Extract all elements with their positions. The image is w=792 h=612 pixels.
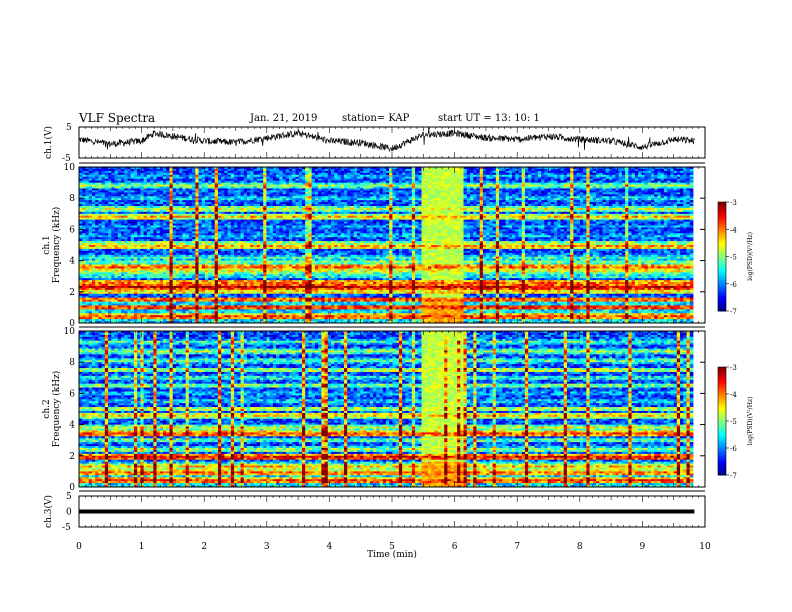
ch1-spectrogram-ylabel2: Frequency (kHz) [51, 207, 62, 284]
ch2-spectrogram-ytick-label: 4 [69, 421, 75, 431]
ch1-spectrogram-colorbar-tick-label: -5 [730, 254, 737, 262]
ch1-ytick-label: -5 [62, 154, 71, 164]
ch1-spectrogram-ytick-label: 2 [69, 288, 75, 298]
ch1-voltage-ylabel: ch.1(V) [43, 126, 54, 159]
ch1-spectrogram-ylabel: ch.1 [42, 235, 52, 254]
ch2-spectrogram-ytick-label: 0 [69, 483, 75, 493]
ch2-spectrogram-ytick-label: 6 [69, 389, 75, 399]
ch1-spectrogram-ytick-label: 10 [64, 163, 76, 173]
x-tick-label: 6 [452, 542, 458, 552]
x-tick-label: 4 [327, 542, 333, 552]
chart-title: VLF Spectra [79, 111, 155, 125]
x-axis-label: Time (min) [367, 549, 417, 560]
ch2-spectrogram-colorbar-tick-label: -5 [730, 418, 737, 426]
ch3-ytick-label: -5 [62, 523, 71, 533]
ch2-spectrogram-ytick-label: 10 [64, 327, 76, 337]
ch2-spectrogram-colorbar [718, 367, 726, 476]
start-time-label: start UT = 13: 10: 1 [438, 113, 540, 124]
x-tick-label: 7 [514, 542, 520, 552]
ch2-spectrogram-ylabel2: Frequency (kHz) [51, 371, 62, 448]
ch1-spectrogram-colorbar-tick-label: -7 [730, 308, 737, 316]
ch2-spectrogram-ytick-label: 2 [69, 452, 75, 462]
ch2-spectrogram-ytick-label: 8 [69, 358, 75, 368]
x-tick-label: 2 [201, 542, 207, 552]
ch1-spectrogram-colorbar-tick-label: -4 [730, 226, 737, 234]
ch1-spectrogram [79, 167, 694, 324]
ch1-spectrogram-ytick-label: 8 [69, 194, 75, 204]
ch2-spectrogram-colorbar-label: log(PSD)(V²/Hz) [747, 397, 754, 446]
date-label: Jan. 21, 2019 [250, 113, 317, 124]
x-tick-label: 1 [139, 542, 145, 552]
ch1-spectrogram-colorbar-tick-label: -3 [730, 199, 737, 207]
ch1-spectrogram-ytick-label: 6 [69, 225, 75, 235]
x-tick-label: 10 [699, 542, 711, 552]
ch1-spectrogram-colorbar-label: log(PSD)(V²/Hz) [747, 232, 754, 281]
ch1-ytick-label: 5 [66, 123, 72, 133]
ch3-voltage-ylabel: ch.3(V) [43, 495, 54, 528]
ch1-voltage-line [78, 126, 695, 152]
station-label: station= KAP [342, 113, 409, 124]
x-tick-label: 8 [577, 542, 583, 552]
x-tick-label: 5 [389, 542, 395, 552]
ch2-spectrogram-colorbar-tick-label: -6 [730, 445, 737, 453]
ch3-ytick-label: 0 [66, 508, 72, 518]
ch2-spectrogram [79, 331, 694, 488]
ch2-spectrogram-colorbar-tick-label: -3 [730, 364, 737, 372]
x-tick-label: 9 [640, 542, 646, 552]
ch3-ytick-label: 5 [66, 492, 72, 502]
ch1-spectrogram-colorbar-tick-label: -6 [730, 281, 737, 289]
ch1-spectrogram-ytick-label: 0 [69, 319, 75, 329]
x-tick-label: 3 [264, 542, 270, 552]
ch1-spectrogram-colorbar [718, 202, 726, 312]
ch1-spectrogram-ytick-label: 4 [69, 257, 75, 267]
ch2-spectrogram-colorbar-tick-label: -7 [730, 472, 737, 480]
x-tick-label: 0 [76, 542, 82, 552]
ch2-spectrogram-ylabel: ch.2 [42, 399, 52, 418]
ch2-spectrogram-colorbar-tick-label: -4 [730, 391, 737, 399]
